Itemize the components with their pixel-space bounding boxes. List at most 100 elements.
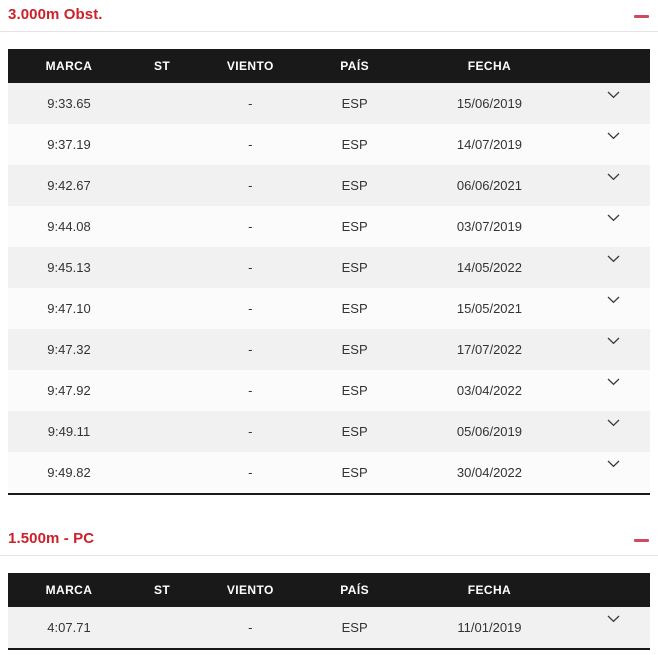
chevron-down-icon[interactable] bbox=[576, 452, 650, 493]
cell-marca: 9:47.32 bbox=[47, 342, 91, 357]
cell-viento: - bbox=[248, 219, 253, 234]
section-3000m-obst: 3.000m Obst. MARCA ST VIENTO PAÍS FECHA … bbox=[0, 0, 658, 495]
section-divider bbox=[0, 555, 658, 556]
section-divider bbox=[0, 31, 658, 32]
section-title: 3.000m Obst. bbox=[8, 6, 103, 23]
chevron-down-icon[interactable] bbox=[576, 329, 650, 370]
column-header-pais: PAÍS bbox=[340, 583, 369, 597]
cell-viento: - bbox=[248, 301, 253, 316]
table-row: 9:37.19 - ESP 14/07/2019 bbox=[8, 124, 650, 165]
cell-viento: - bbox=[248, 620, 253, 635]
cell-st bbox=[130, 124, 194, 165]
chevron-down-icon[interactable] bbox=[576, 206, 650, 247]
table-row: 9:47.10 - ESP 15/05/2021 bbox=[8, 288, 650, 329]
cell-fecha: 15/06/2019 bbox=[456, 96, 522, 111]
cell-fecha: 03/04/2022 bbox=[456, 383, 522, 398]
column-header-fecha: FECHA bbox=[467, 59, 512, 73]
chevron-down-icon[interactable] bbox=[576, 607, 650, 648]
cell-fecha: 11/01/2019 bbox=[457, 620, 522, 635]
cell-viento: - bbox=[248, 178, 253, 193]
table-header-row: MARCA ST VIENTO PAÍS FECHA bbox=[8, 49, 650, 83]
table-row: 9:47.92 - ESP 03/04/2022 bbox=[8, 370, 650, 411]
cell-fecha: 06/06/2021 bbox=[456, 178, 522, 193]
table-row: 9:45.13 - ESP 14/05/2022 bbox=[8, 247, 650, 288]
cell-st bbox=[130, 607, 194, 648]
column-header-st: ST bbox=[153, 583, 171, 597]
column-header-viento: VIENTO bbox=[226, 583, 274, 597]
cell-pais: ESP bbox=[341, 465, 368, 480]
chevron-down-icon[interactable] bbox=[576, 370, 650, 411]
cell-marca: 9:47.92 bbox=[47, 383, 91, 398]
cell-st bbox=[130, 370, 194, 411]
table-body: 4:07.71 - ESP 11/01/2019 bbox=[8, 607, 650, 648]
table-body: 9:33.65 - ESP 15/06/2019 9:37.19 - ESP 14/07/20… bbox=[8, 83, 650, 493]
table-row: 9:49.82 - ESP 30/04/2022 bbox=[8, 452, 650, 493]
table-row: 4:07.71 - ESP 11/01/2019 bbox=[8, 607, 650, 648]
cell-pais: ESP bbox=[341, 424, 368, 439]
column-header-st: ST bbox=[153, 59, 171, 73]
table-row: 9:44.08 - ESP 03/07/2019 bbox=[8, 206, 650, 247]
cell-marca: 9:37.19 bbox=[47, 137, 91, 152]
cell-st bbox=[130, 452, 194, 493]
cell-viento: - bbox=[248, 424, 253, 439]
chevron-down-icon[interactable] bbox=[576, 165, 650, 206]
cell-st bbox=[130, 83, 194, 124]
cell-pais: ESP bbox=[341, 137, 368, 152]
cell-viento: - bbox=[248, 260, 253, 275]
cell-viento: - bbox=[248, 465, 253, 480]
section-header: 1.500m - PC bbox=[0, 524, 658, 547]
table-row: 9:47.32 - ESP 17/07/2022 bbox=[8, 329, 650, 370]
section-title: 1.500m - PC bbox=[8, 530, 95, 547]
table-row: 9:33.65 - ESP 15/06/2019 bbox=[8, 83, 650, 124]
chevron-down-icon[interactable] bbox=[576, 411, 650, 452]
column-header-viento: VIENTO bbox=[226, 59, 274, 73]
cell-pais: ESP bbox=[341, 260, 368, 275]
cell-fecha: 30/04/2022 bbox=[456, 465, 522, 480]
cell-fecha: 14/07/2019 bbox=[456, 137, 522, 152]
records-table: MARCA ST VIENTO PAÍS FECHA 9:33.65 - ESP 15… bbox=[8, 49, 650, 495]
cell-marca: 9:42.67 bbox=[47, 178, 91, 193]
cell-marca: 9:45.13 bbox=[47, 260, 91, 275]
cell-pais: ESP bbox=[341, 178, 368, 193]
cell-fecha: 14/05/2022 bbox=[456, 260, 522, 275]
cell-pais: ESP bbox=[341, 383, 368, 398]
cell-viento: - bbox=[248, 342, 253, 357]
cell-fecha: 03/07/2019 bbox=[456, 219, 522, 234]
section-header: 3.000m Obst. bbox=[0, 0, 658, 23]
cell-marca: 9:33.65 bbox=[47, 96, 91, 111]
cell-viento: - bbox=[248, 383, 253, 398]
cell-fecha: 15/05/2021 bbox=[456, 301, 522, 316]
cell-marca: 9:49.11 bbox=[47, 424, 91, 439]
chevron-down-icon[interactable] bbox=[576, 288, 650, 329]
cell-st bbox=[130, 206, 194, 247]
cell-marca: 4:07.71 bbox=[47, 620, 91, 635]
section-1500m-pc: 1.500m - PC MARCA ST VIENTO PAÍS FECHA 4… bbox=[0, 524, 658, 650]
table-row: 9:49.11 - ESP 05/06/2019 bbox=[8, 411, 650, 452]
cell-marca: 9:47.10 bbox=[47, 301, 91, 316]
cell-st bbox=[130, 288, 194, 329]
cell-st bbox=[130, 411, 194, 452]
column-header-fecha: FECHA bbox=[467, 583, 512, 597]
cell-marca: 9:44.08 bbox=[47, 219, 91, 234]
chevron-down-icon[interactable] bbox=[576, 124, 650, 165]
cell-fecha: 05/06/2019 bbox=[456, 424, 522, 439]
records-table: MARCA ST VIENTO PAÍS FECHA 4:07.71 - ESP 11… bbox=[8, 573, 650, 650]
cell-fecha: 17/07/2022 bbox=[456, 342, 522, 357]
minus-icon[interactable] bbox=[634, 14, 649, 18]
cell-pais: ESP bbox=[341, 301, 368, 316]
chevron-down-icon[interactable] bbox=[576, 247, 650, 288]
column-header-marca: MARCA bbox=[45, 583, 93, 597]
cell-viento: - bbox=[248, 96, 253, 111]
table-header-row: MARCA ST VIENTO PAÍS FECHA bbox=[8, 573, 650, 607]
chevron-down-icon[interactable] bbox=[576, 83, 650, 124]
column-header-pais: PAÍS bbox=[340, 59, 369, 73]
cell-pais: ESP bbox=[341, 96, 368, 111]
cell-st bbox=[130, 247, 194, 288]
table-row: 9:42.67 - ESP 06/06/2021 bbox=[8, 165, 650, 206]
cell-pais: ESP bbox=[341, 219, 368, 234]
cell-st bbox=[130, 165, 194, 206]
column-header-marca: MARCA bbox=[45, 59, 93, 73]
cell-viento: - bbox=[248, 137, 253, 152]
cell-st bbox=[130, 329, 194, 370]
minus-icon[interactable] bbox=[634, 538, 649, 542]
